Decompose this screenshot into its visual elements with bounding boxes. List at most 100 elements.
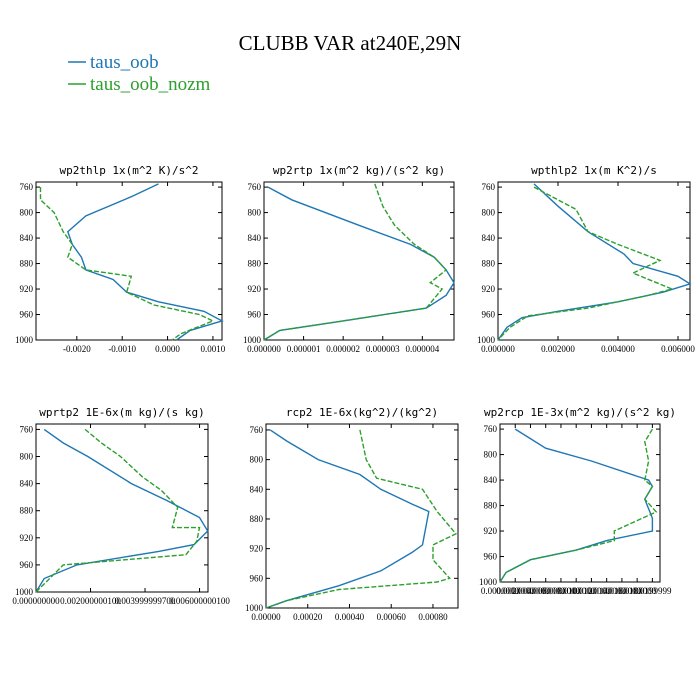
- x-tick-label: 0.000000: [481, 344, 515, 354]
- x-tick-label: 0.000000000: [12, 596, 60, 606]
- x-tick-label: 0.0080000: [542, 586, 581, 596]
- y-tick-label: 800: [250, 455, 264, 465]
- y-tick-label: 760: [482, 182, 496, 192]
- x-tick-label: 0.006000: [661, 344, 695, 354]
- y-tick-label: 880: [20, 259, 34, 269]
- x-tick-label: 0.002000000100: [60, 596, 121, 606]
- y-tick-label: 880: [248, 259, 262, 269]
- y-tick-label: 760: [248, 182, 262, 192]
- y-tick-label: 960: [20, 560, 34, 570]
- plot-frame: [265, 423, 459, 609]
- x-tick-label: 0.00080: [418, 612, 448, 622]
- y-tick-label: 920: [20, 284, 34, 294]
- y-tick-label: 920: [484, 526, 498, 536]
- y-tick-label: 840: [20, 479, 34, 489]
- y-tick-label: 800: [20, 208, 34, 218]
- y-tick-label: 1000: [477, 335, 496, 345]
- y-tick-label: 800: [248, 208, 262, 218]
- y-tick-label: 960: [250, 573, 264, 583]
- series-line-taus-oob-nozm: [499, 428, 658, 583]
- panel-title: wprtp2 1E-6x(m kg)/(s kg): [39, 406, 205, 419]
- y-tick-label: 1000: [245, 603, 264, 613]
- legend: taus_oob taus_oob_nozm: [68, 52, 211, 95]
- x-tick-label: 0.00040: [335, 612, 365, 622]
- x-tick-label: 0.000004: [405, 344, 439, 354]
- panel-5: rcp2 1E-6x(kg^2)/(kg^2) 760 800 840 880 920 96…: [245, 406, 459, 622]
- x-tick-label: 0.000000: [247, 344, 281, 354]
- series-line-taus-oob: [35, 428, 209, 593]
- y-tick-label: 960: [20, 310, 34, 320]
- x-tick-label: 0.004000: [601, 344, 635, 354]
- x-tick-label: 0.0020000: [496, 586, 535, 596]
- panel-title: wp2rtp 1x(m^2 kg)/(s^2 kg): [273, 164, 445, 177]
- y-tick-label: 840: [20, 233, 34, 243]
- x-tick-label: 0.0160000: [603, 586, 642, 596]
- plot-frame: [35, 181, 223, 341]
- y-tick-label: 880: [482, 259, 496, 269]
- x-tick-label: 0.002000: [541, 344, 575, 354]
- x-tick-label: 0.0199999: [633, 586, 672, 596]
- x-tick-label: 0.00000: [251, 612, 281, 622]
- x-tick-label: -0.0010: [108, 344, 136, 354]
- y-tick-label: 920: [248, 284, 262, 294]
- series-line-taus-oob: [66, 183, 224, 341]
- x-tick-label: 0.0000: [155, 344, 180, 354]
- x-tick-label: 0.0180000: [618, 586, 657, 596]
- plot-frame: [35, 423, 209, 593]
- panel-2: wp2rtp 1x(m^2 kg)/(s^2 kg) 760 800 840 880 92…: [243, 164, 455, 354]
- series-line-taus-oob: [499, 428, 654, 583]
- y-tick-label: 760: [250, 425, 264, 435]
- legend-label-taus-oob-nozm: taus_oob_nozm: [90, 74, 211, 95]
- y-tick-label: 840: [482, 233, 496, 243]
- plot-frame: [497, 181, 691, 341]
- y-tick-label: 1000: [15, 335, 34, 345]
- y-tick-label: 800: [484, 450, 498, 460]
- y-tick-label: 800: [20, 452, 34, 462]
- y-tick-label: 920: [20, 533, 34, 543]
- y-tick-label: 840: [248, 233, 262, 243]
- x-tick-label: 0.0120000: [572, 586, 611, 596]
- x-tick-label: 0.00060: [377, 612, 407, 622]
- y-tick-label: 1000: [15, 587, 34, 597]
- panel-4: wprtp2 1E-6x(m kg)/(s kg) 760 800 840 880 920…: [12, 406, 230, 606]
- y-tick-label: 840: [250, 484, 264, 494]
- x-tick-label: 0.0010: [201, 344, 226, 354]
- plot-frame: [499, 423, 661, 583]
- panel-1: wp2thlp 1x(m^2 K)/s^2 760 800 840 880 920 960 1…: [15, 164, 226, 354]
- y-tick-label: 840: [484, 475, 498, 485]
- x-tick-label: 0.003999999700: [115, 596, 176, 606]
- y-tick-label: 920: [482, 284, 496, 294]
- y-tick-label: 960: [484, 552, 498, 562]
- series-line-taus-oob-nozm: [35, 428, 201, 593]
- panel-title: rcp2 1E-6x(kg^2)/(kg^2): [286, 406, 438, 419]
- x-tick-label: 0.00020: [293, 612, 323, 622]
- x-tick-label: 0.000001: [287, 344, 321, 354]
- y-tick-label: 760: [20, 182, 34, 192]
- series-line-taus-oob-nozm: [39, 187, 215, 341]
- series-line-taus-oob: [497, 183, 692, 341]
- x-tick-label: 0.0140000: [588, 586, 627, 596]
- x-tick-label: -0.0020: [63, 344, 91, 354]
- y-tick-label: 1000: [479, 577, 498, 587]
- legend-label-taus-oob: taus_oob: [90, 52, 159, 73]
- panel-3: wpthlp2 1x(m K^2)/s 760 800 840 880 920 960 100…: [477, 164, 695, 354]
- series-line-taus-oob-nozm: [265, 429, 458, 609]
- x-tick-label: 0.0040000: [511, 586, 550, 596]
- panel-title: wp2thlp 1x(m^2 K)/s^2: [59, 164, 198, 177]
- plot-frame: [263, 181, 455, 341]
- panel-title: wpthlp2 1x(m K^2)/s: [531, 164, 657, 177]
- panels-container: wp2thlp 1x(m^2 K)/s^2 760 800 840 880 920 960 1…: [12, 164, 695, 622]
- series-line-taus-oob: [265, 429, 430, 609]
- y-tick-label: 880: [250, 514, 264, 524]
- y-tick-label: 960: [482, 310, 496, 320]
- x-tick-label: 0.0100000: [557, 586, 596, 596]
- y-tick-label: 760: [20, 424, 34, 434]
- y-tick-label: 1000: [243, 335, 262, 345]
- series-line-taus-oob-nozm: [497, 186, 675, 341]
- figure-title: CLUBB VAR at240E,29N: [239, 31, 462, 55]
- panel-6: wp2rcp 1E-3x(m^2 kg)/(s^2 kg) 760 800 840 88…: [479, 406, 676, 596]
- y-tick-label: 920: [250, 544, 264, 554]
- series-line-taus-oob: [263, 186, 455, 341]
- panel-title: wp2rcp 1E-3x(m^2 kg)/(s^2 kg): [484, 406, 676, 419]
